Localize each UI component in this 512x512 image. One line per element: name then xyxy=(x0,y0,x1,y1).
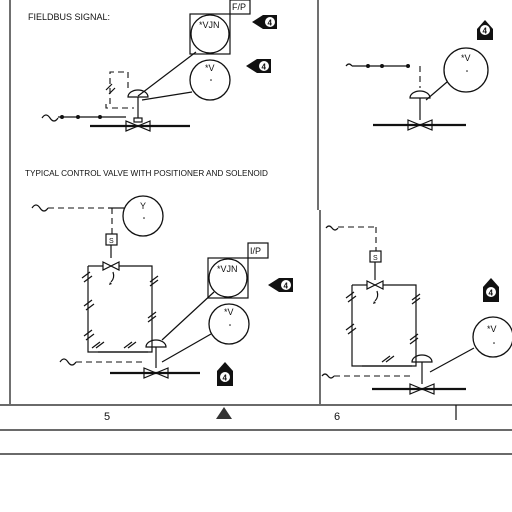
v-top-right-label: *V xyxy=(461,53,471,63)
v-bottom-bubble xyxy=(208,303,250,345)
marker-bottom-2: 4 xyxy=(217,362,233,386)
marker-bottom-1: 4 xyxy=(268,278,293,292)
svg-text:4: 4 xyxy=(262,63,267,72)
vjn-top-square xyxy=(189,13,231,55)
zone-5-label: 5 xyxy=(104,411,110,423)
y-bubble xyxy=(122,195,164,237)
vjn-bottom-square xyxy=(207,257,249,299)
vjn-bottom-bubble xyxy=(208,258,248,298)
v-top-dot xyxy=(210,79,212,81)
bottom-right-valve-diagram: S *V 4 xyxy=(321,225,512,395)
v-bottom-right-label: *V xyxy=(487,324,497,334)
fieldbus-valve-diagram: F/P *VJN *V 4 xyxy=(41,0,277,132)
v-top-bubble xyxy=(189,59,231,101)
fp-label: F/P xyxy=(232,2,246,12)
solenoid-label-left: S xyxy=(109,238,114,245)
positioner-solenoid-diagram: Y S I/P * xyxy=(31,195,293,386)
v-top-label: *V xyxy=(205,63,215,73)
vjn-bottom-label: *VJN xyxy=(217,264,238,274)
svg-text:4: 4 xyxy=(489,289,494,298)
vjn-top-bubble xyxy=(190,14,230,54)
ip-box xyxy=(247,242,269,259)
top-right-valve-diagram: *V 4 xyxy=(345,20,493,131)
solenoid-label-right: S xyxy=(373,255,378,262)
vjn-top-label: *VJN xyxy=(199,20,220,30)
v-bottom-label: *V xyxy=(224,307,234,317)
marker-top-right: 4 xyxy=(477,20,493,40)
marker-top-1: 4 xyxy=(252,15,277,29)
v-top-right-bubble xyxy=(443,47,489,93)
ip-label: I/P xyxy=(250,246,261,256)
svg-text:4: 4 xyxy=(223,374,228,383)
y-label: Y xyxy=(140,201,146,211)
marker-top-2: 4 xyxy=(246,59,271,73)
footer-zone-bar: 5 6 xyxy=(104,405,457,423)
fp-box xyxy=(229,0,251,15)
v-bottom-right-bubble xyxy=(472,316,512,358)
svg-text:4: 4 xyxy=(483,27,488,36)
marker-bottom-right: 4 xyxy=(483,278,499,302)
positioner-solenoid-heading: TYPICAL CONTROL VALVE WITH POSITIONER AN… xyxy=(25,169,268,178)
center-triangle-icon xyxy=(216,407,232,419)
zone-6-label: 6 xyxy=(334,411,340,423)
fieldbus-heading: FIELDBUS SIGNAL: xyxy=(28,12,110,22)
frame-lines xyxy=(0,0,512,455)
svg-text:4: 4 xyxy=(268,19,273,28)
svg-text:4: 4 xyxy=(284,282,289,291)
